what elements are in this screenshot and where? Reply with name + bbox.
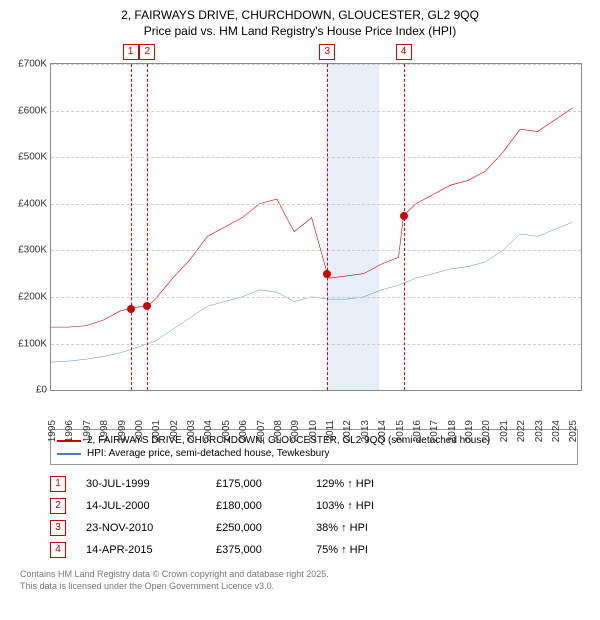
y-axis-label: £300K bbox=[18, 245, 51, 256]
x-axis-label: 2013 bbox=[360, 420, 371, 442]
x-axis-label: 2002 bbox=[169, 420, 180, 442]
x-axis-label: 2000 bbox=[134, 420, 145, 442]
y-axis-label: £500K bbox=[18, 152, 51, 163]
x-axis-label: 2019 bbox=[464, 420, 475, 442]
sales-row: 2 14-JUL-2000£180,000103% ↑ HPI bbox=[50, 495, 590, 517]
x-axis-label: 2015 bbox=[395, 420, 406, 442]
y-axis-label: £700K bbox=[18, 59, 51, 70]
sale-point bbox=[400, 212, 408, 220]
sale-index-box: 3 bbox=[50, 520, 66, 536]
sale-index-box: 1 bbox=[50, 476, 66, 492]
chart-title: 2, FAIRWAYS DRIVE, CHURCHDOWN, GLOUCESTE… bbox=[10, 8, 590, 39]
sale-date: 14-JUL-2000 bbox=[86, 500, 216, 512]
sale-vline bbox=[131, 64, 132, 390]
footer-line-2: This data is licensed under the Open Gov… bbox=[20, 581, 590, 593]
sale-hpi-delta: 129% ↑ HPI bbox=[316, 478, 436, 490]
legend-swatch-hpi bbox=[57, 453, 81, 455]
sale-hpi-delta: 103% ↑ HPI bbox=[316, 500, 436, 512]
y-axis-label: £600K bbox=[18, 105, 51, 116]
x-axis-label: 2017 bbox=[429, 420, 440, 442]
sales-table: 1 30-JUL-1999£175,000129% ↑ HPI 2 14-JUL-20… bbox=[50, 473, 590, 561]
x-axis-label: 2001 bbox=[151, 420, 162, 442]
x-axis-label: 1996 bbox=[64, 420, 75, 442]
title-line-2: Price paid vs. HM Land Registry's House … bbox=[10, 24, 590, 40]
sale-price: £375,000 bbox=[216, 544, 316, 556]
sales-row: 1 30-JUL-1999£175,000129% ↑ HPI bbox=[50, 473, 590, 495]
x-axis-label: 1997 bbox=[82, 420, 93, 442]
sale-price: £180,000 bbox=[216, 500, 316, 512]
x-axis-label: 2022 bbox=[516, 420, 527, 442]
hpi-line bbox=[51, 223, 572, 363]
sale-marker-box: 2 bbox=[139, 44, 155, 60]
sales-row: 3 23-NOV-2010£250,00038% ↑ HPI bbox=[50, 517, 590, 539]
x-axis-label: 2018 bbox=[447, 420, 458, 442]
sale-hpi-delta: 38% ↑ HPI bbox=[316, 522, 436, 534]
x-axis-label: 2005 bbox=[221, 420, 232, 442]
sale-point bbox=[323, 270, 331, 278]
footer-line-1: Contains HM Land Registry data © Crown c… bbox=[20, 569, 590, 581]
chart-container: 2, FAIRWAYS DRIVE, CHURCHDOWN, GLOUCESTE… bbox=[0, 0, 600, 601]
sale-date: 14-APR-2015 bbox=[86, 544, 216, 556]
x-axis-label: 2011 bbox=[325, 420, 336, 442]
x-axis-label: 2016 bbox=[412, 420, 423, 442]
x-axis-label: 2014 bbox=[377, 420, 388, 442]
x-axis-label: 2023 bbox=[534, 420, 545, 442]
x-axis-label: 2021 bbox=[499, 420, 510, 442]
x-axis-label: 2003 bbox=[186, 420, 197, 442]
sale-index-box: 2 bbox=[50, 498, 66, 514]
x-axis-label: 2004 bbox=[203, 420, 214, 442]
x-axis-label: 1999 bbox=[117, 420, 128, 442]
sale-price: £250,000 bbox=[216, 522, 316, 534]
chart-area: £0£100K£200K£300K£400K£500K£600K£700K199… bbox=[50, 45, 582, 425]
plot-region: £0£100K£200K£300K£400K£500K£600K£700K199… bbox=[50, 63, 582, 391]
sale-date: 30-JUL-1999 bbox=[86, 478, 216, 490]
sale-marker-box: 3 bbox=[319, 44, 335, 60]
sale-hpi-delta: 75% ↑ HPI bbox=[316, 544, 436, 556]
sale-price: £175,000 bbox=[216, 478, 316, 490]
y-axis-label: £200K bbox=[18, 292, 51, 303]
sale-date: 23-NOV-2010 bbox=[86, 522, 216, 534]
sale-index-box: 4 bbox=[50, 542, 66, 558]
sale-vline bbox=[404, 64, 405, 390]
x-axis-label: 2007 bbox=[256, 420, 267, 442]
footer: Contains HM Land Registry data © Crown c… bbox=[20, 569, 590, 592]
x-axis-label: 2006 bbox=[238, 420, 249, 442]
sale-vline bbox=[327, 64, 328, 390]
y-axis-label: £400K bbox=[18, 198, 51, 209]
x-axis-label: 1998 bbox=[99, 420, 110, 442]
sale-vline bbox=[147, 64, 148, 390]
y-axis-label: £100K bbox=[18, 338, 51, 349]
x-axis-label: 2008 bbox=[273, 420, 284, 442]
legend-label-hpi: HPI: Average price, semi-detached house,… bbox=[87, 448, 330, 459]
x-axis-label: 2009 bbox=[290, 420, 301, 442]
sale-marker-box: 4 bbox=[396, 44, 412, 60]
sale-point bbox=[143, 302, 151, 310]
sale-point bbox=[127, 305, 135, 313]
x-axis-label: 2012 bbox=[342, 420, 353, 442]
x-axis-label: 2024 bbox=[551, 420, 562, 442]
x-axis-label: 2020 bbox=[481, 420, 492, 442]
sale-marker-box: 1 bbox=[123, 44, 139, 60]
y-axis-label: £0 bbox=[36, 385, 51, 396]
sales-row: 4 14-APR-2015£375,00075% ↑ HPI bbox=[50, 539, 590, 561]
title-line-1: 2, FAIRWAYS DRIVE, CHURCHDOWN, GLOUCESTE… bbox=[10, 8, 590, 24]
x-axis-label: 1995 bbox=[47, 420, 58, 442]
x-axis-label: 2010 bbox=[308, 420, 319, 442]
x-axis-label: 2025 bbox=[568, 420, 579, 442]
legend-item-hpi: HPI: Average price, semi-detached house,… bbox=[57, 447, 571, 460]
property-line bbox=[51, 108, 572, 327]
